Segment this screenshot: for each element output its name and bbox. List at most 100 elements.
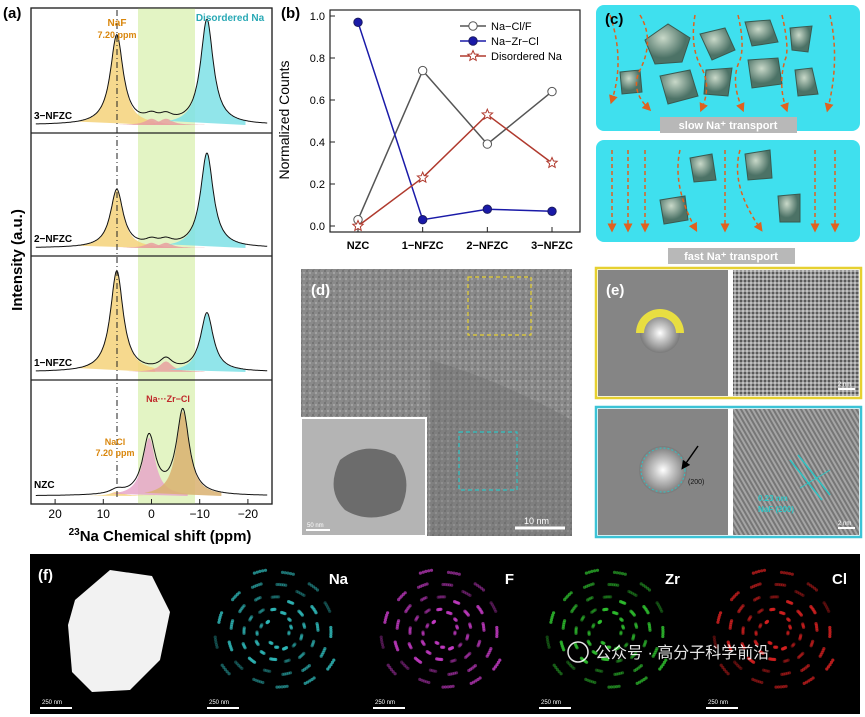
eds-map: Na 250 nm [207,568,349,709]
peak-component [144,411,222,496]
element-label: F [505,571,514,588]
scale-bottom-text: 2 nm [838,521,851,527]
x-tick-label: −10 [190,507,211,521]
data-point [353,17,363,27]
x-tick-label: 2−NFZC [466,240,508,252]
peak-component [112,242,191,248]
peak-component [112,118,191,125]
panel-a-ylabel: Intensity (a.u.) [9,209,26,311]
eds-maps: 250 nm Na 250 nm F 250 nm Zr 250 nm Cl 250 nm [40,568,847,709]
x-tick-label: 20 [48,507,62,521]
inset-scale-text: 50 nm [307,523,324,529]
filtered-image-top [733,270,859,396]
x-tick-label: −20 [238,507,259,521]
panel-a-xlabel: 23Na Chemical shift (ppm) [69,527,252,545]
y-tick-label: 0.0 [310,221,325,233]
x-tick-label: NZC [347,240,370,252]
wechat-icon [567,641,589,663]
sample-label: 1−NFZC [34,358,72,369]
y-tick-label: 0.4 [310,137,325,149]
line-chart: 0.0 0.2 0.4 0.6 0.8 1.0 NZC 1−NFZC 2−NFZC 3−NFZC N… [310,11,573,252]
y-tick-label: 1.0 [310,11,325,23]
scale-text: 250 nm [541,700,561,706]
y-tick-label: 0.2 [310,179,325,191]
fft-index: (200) [688,479,704,486]
slow-label-bg [660,117,797,133]
panel-e-top-frame [594,266,863,400]
data-point [482,204,493,214]
panel-f: 250 nm Na 250 nm F 250 nm Zr 250 nm Cl 250 nm (f… [30,554,860,714]
peak-component [127,361,205,372]
sample-labels: 3−NFZC 2−NFZC 1−NFZC NZC [34,111,72,491]
panel-a-label: (a) [3,5,21,22]
watermark: 公众号 · 高分子科学前沿 [595,644,769,662]
peak-component [127,242,205,248]
x-tick-label: 1−NFZC [402,240,444,252]
data-point [468,36,478,46]
x-tick-label: 0 [148,507,155,521]
panel-d-label: (d) [311,282,330,299]
scale-top-text: 2 nm [838,382,851,388]
disordered-annotation: Disordered Na [196,13,265,24]
peak-component [78,271,156,372]
panel-c-label: (c) [605,11,623,28]
panel-d: 50 nm 10 nm (d) [300,269,572,537]
selected-ring-arc [636,309,684,333]
peak-component [168,20,246,125]
nacl-annotation: NaCl [105,437,126,447]
eds-map: F 250 nm [373,568,514,709]
panel-f-label: (f) [38,567,53,584]
panel-e-label: (e) [606,282,624,299]
data-point [482,139,493,149]
element-label: Cl [832,571,847,588]
haadf-particle [68,570,170,692]
naf-ppm-annotation: 7.20 ppm [97,30,136,40]
phase-label: NaF (200) [758,505,794,514]
peak-component [110,437,188,496]
legend-label: Disordered Na [491,51,563,63]
sample-label: NZC [34,480,55,491]
x-tick-label: 3−NFZC [531,240,573,252]
naf-annotation: NaF [108,18,127,29]
panel-b: (b) Normalized Counts 0.0 0.2 0.4 0.6 0.8 1.0… [276,5,581,252]
nacl-ppm-annotation: 7.20 ppm [95,448,134,458]
yellow-roi [467,276,532,336]
eds-map: 250 nm [40,570,170,709]
peak-component [168,313,246,372]
slow-particles [619,19,819,105]
legend-label: Na−Cl/F [491,21,532,33]
sample-label: 2−NFZC [34,234,72,245]
spectrum-line [35,18,268,125]
element-label: Na [329,571,349,588]
data-point [545,156,559,169]
eds-map: Zr 250 nm [539,568,680,709]
fast-paths [607,149,840,233]
data-point [351,219,365,232]
y-tick-label: 0.8 [310,53,325,65]
fast-particles [659,149,801,225]
data-point [416,170,430,184]
panel-b-label: (b) [281,5,300,22]
x-tick-label: 10 [97,507,111,521]
data-point [466,49,480,62]
scale-text: 250 nm [375,700,395,706]
spectrum-line [35,152,268,248]
data-point [547,86,557,97]
panel-e-bottom-frame [594,405,863,539]
fast-transport-label: fast Na⁺ transport [684,251,778,263]
spectrum-line [35,407,268,496]
spectrum-line [35,269,268,372]
panel-e: 2 nm (e) (200) 0.23 nm NaF (200) 2 nm [594,266,863,539]
series-line [357,69,553,220]
scale-text: 10 nm [524,516,549,526]
scale-text: 250 nm [209,700,229,706]
cyan-roi [458,431,518,491]
nazrcl-annotation: Na···Zr−Cl [146,394,190,404]
scale-text: 250 nm [42,700,62,706]
panel-b-ylabel: Normalized Counts [276,60,292,179]
data-point [547,206,557,217]
eds-map: Cl 250 nm [706,568,847,709]
d-spacing: 0.23 nm [758,494,788,503]
element-label: Zr [665,571,680,588]
data-point [417,215,428,225]
